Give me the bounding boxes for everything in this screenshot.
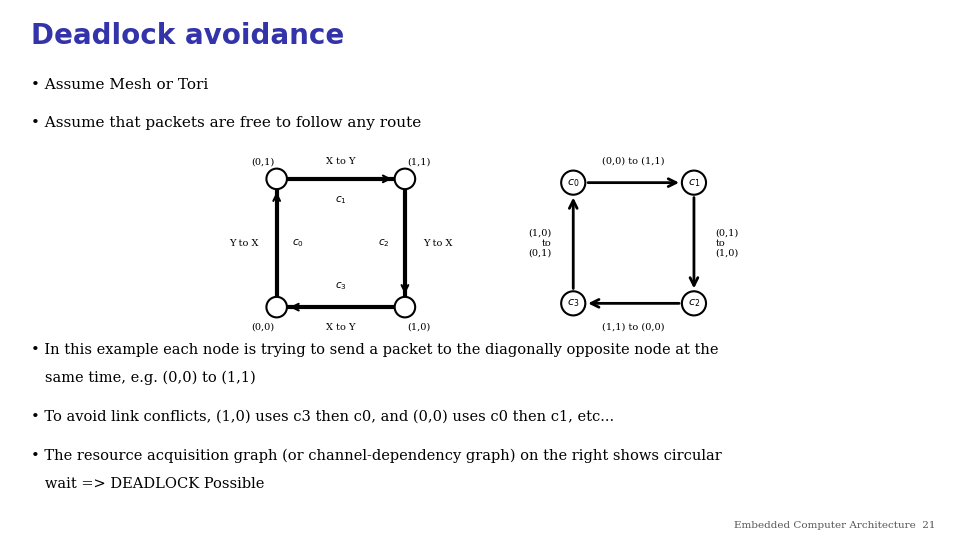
Text: • The resource acquisition graph (or channel-dependency graph) on the right show: • The resource acquisition graph (or cha… — [31, 449, 722, 463]
Text: wait => DEADLOCK Possible: wait => DEADLOCK Possible — [31, 477, 264, 491]
Circle shape — [267, 297, 287, 318]
Text: (1,1): (1,1) — [407, 157, 431, 166]
Text: Y to X: Y to X — [229, 239, 258, 247]
Circle shape — [682, 171, 706, 195]
Text: same time, e.g. (0,0) to (1,1): same time, e.g. (0,0) to (1,1) — [31, 371, 255, 386]
Text: $c_3$: $c_3$ — [335, 280, 347, 292]
Circle shape — [395, 297, 415, 318]
Text: (1,1) to (0,0): (1,1) to (0,0) — [602, 323, 665, 332]
Text: Embedded Computer Architecture  21: Embedded Computer Architecture 21 — [734, 521, 936, 530]
Text: X to Y: X to Y — [326, 322, 355, 332]
Text: • In this example each node is trying to send a packet to the diagonally opposit: • In this example each node is trying to… — [31, 343, 718, 357]
Text: • Assume that packets are free to follow any route: • Assume that packets are free to follow… — [31, 116, 421, 130]
Text: X to Y: X to Y — [326, 157, 355, 166]
Text: $c_0$: $c_0$ — [567, 177, 580, 188]
Text: $c_2$: $c_2$ — [378, 237, 390, 249]
Text: $c_0$: $c_0$ — [292, 237, 304, 249]
Text: (0,1): (0,1) — [251, 157, 275, 166]
Circle shape — [682, 291, 706, 315]
Text: (0,0): (0,0) — [251, 322, 275, 332]
Text: (1,0)
to
(0,1): (1,0) to (0,1) — [528, 228, 552, 258]
Text: Y to X: Y to X — [422, 239, 452, 247]
Text: $c_2$: $c_2$ — [687, 298, 700, 309]
Circle shape — [395, 168, 415, 189]
Text: Deadlock avoidance: Deadlock avoidance — [31, 22, 344, 50]
Text: $c_1$: $c_1$ — [335, 194, 347, 206]
Text: • To avoid link conflicts, (1,0) uses c3 then c0, and (0,0) uses c0 then c1, etc: • To avoid link conflicts, (1,0) uses c3… — [31, 410, 613, 424]
Circle shape — [562, 291, 586, 315]
Text: $c_3$: $c_3$ — [567, 298, 580, 309]
Text: $c_1$: $c_1$ — [687, 177, 700, 188]
Text: (0,0) to (1,1): (0,0) to (1,1) — [602, 157, 665, 166]
Circle shape — [267, 168, 287, 189]
Circle shape — [562, 171, 586, 195]
Text: • Assume Mesh or Tori: • Assume Mesh or Tori — [31, 78, 208, 92]
Text: (0,1)
to
(1,0): (0,1) to (1,0) — [716, 228, 739, 258]
Text: (1,0): (1,0) — [407, 322, 431, 332]
